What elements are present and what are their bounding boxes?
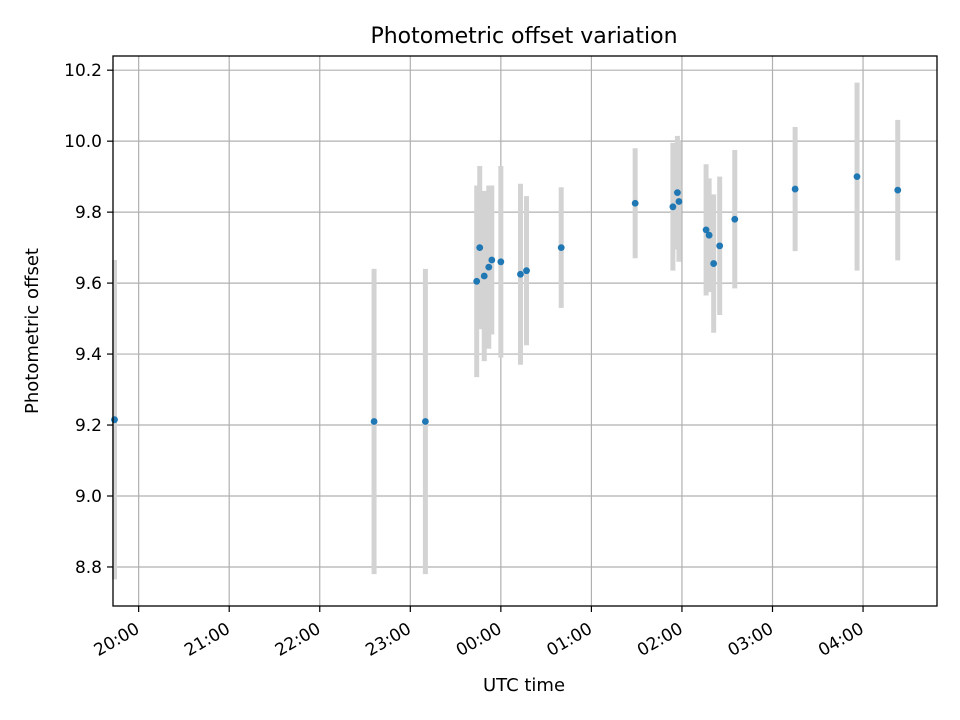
data-point bbox=[111, 416, 118, 424]
data-point bbox=[716, 242, 724, 250]
error-bars bbox=[112, 82, 901, 580]
data-point bbox=[705, 231, 713, 239]
y-tick-label: 8.8 bbox=[75, 558, 102, 578]
data-point bbox=[731, 215, 739, 223]
data-point bbox=[702, 226, 710, 234]
x-tick-label: 04:00 bbox=[815, 619, 867, 661]
data-point bbox=[421, 418, 429, 425]
data-point bbox=[631, 199, 639, 207]
data-point bbox=[853, 173, 861, 181]
data-point bbox=[485, 263, 493, 271]
x-axis-ticks: 20:00 21:00 22:00 23:00 00:00 01:00 02:00 03:00… bbox=[91, 606, 868, 661]
data-point bbox=[710, 260, 718, 267]
x-tick-label: 20:00 bbox=[91, 619, 143, 661]
y-tick-label: 10.2 bbox=[64, 61, 102, 81]
plot-area-frame bbox=[112, 55, 938, 607]
x-tick-label: 21:00 bbox=[181, 619, 233, 661]
y-tick-label: 10.0 bbox=[64, 132, 102, 152]
x-tick-label: 01:00 bbox=[543, 619, 595, 661]
y-tick-label: 9.0 bbox=[75, 487, 102, 507]
data-point bbox=[480, 272, 488, 280]
x-axis-label: UTC time bbox=[483, 675, 565, 696]
x-tick-label: 00:00 bbox=[453, 619, 505, 661]
data-point bbox=[791, 185, 799, 193]
data-point bbox=[894, 186, 902, 194]
y-tick-label: 9.8 bbox=[75, 203, 102, 223]
data-point bbox=[517, 270, 524, 278]
y-tick-label: 9.2 bbox=[75, 416, 102, 436]
data-point bbox=[674, 189, 681, 197]
data-point bbox=[497, 258, 505, 266]
data-point bbox=[669, 203, 677, 211]
data-point bbox=[476, 244, 484, 252]
data-point bbox=[370, 418, 378, 425]
chart-title: Photometric offset variation bbox=[370, 24, 677, 49]
y-tick-label: 9.4 bbox=[75, 345, 102, 365]
data-points bbox=[111, 173, 902, 425]
data-point bbox=[675, 198, 683, 205]
x-tick-label: 03:00 bbox=[725, 619, 777, 661]
data-point bbox=[473, 277, 481, 285]
data-point bbox=[523, 267, 530, 275]
data-point bbox=[488, 256, 496, 264]
y-tick-label: 9.6 bbox=[75, 274, 102, 294]
x-tick-label: 23:00 bbox=[362, 619, 414, 661]
data-point bbox=[557, 244, 565, 252]
x-tick-label: 02:00 bbox=[634, 619, 686, 661]
x-tick-label: 22:00 bbox=[272, 619, 324, 661]
y-axis-ticks: 8.8 9.0 9.2 9.4 9.6 9.8 10.0 10.2 bbox=[64, 61, 113, 578]
y-axis-label: Photometric offset bbox=[22, 248, 43, 414]
